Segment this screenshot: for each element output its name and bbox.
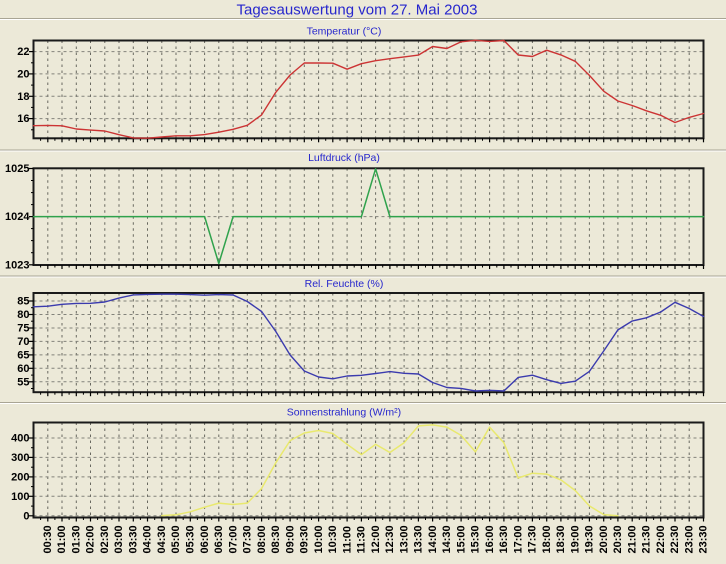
svg-text:20: 20 bbox=[17, 68, 29, 80]
svg-text:23:00: 23:00 bbox=[683, 525, 695, 553]
svg-text:19:00: 19:00 bbox=[569, 525, 581, 553]
svg-text:200: 200 bbox=[11, 471, 29, 483]
svg-text:1023: 1023 bbox=[5, 259, 29, 271]
svg-text:10:00: 10:00 bbox=[313, 525, 325, 553]
svg-text:07:00: 07:00 bbox=[227, 525, 239, 553]
svg-text:400: 400 bbox=[11, 433, 29, 445]
svg-text:23:30: 23:30 bbox=[698, 525, 710, 553]
svg-text:01:30: 01:30 bbox=[71, 525, 83, 553]
svg-text:12:00: 12:00 bbox=[370, 525, 382, 553]
svg-text:300: 300 bbox=[11, 452, 29, 464]
svg-text:04:00: 04:00 bbox=[142, 525, 154, 553]
svg-text:03:00: 03:00 bbox=[113, 525, 125, 553]
svg-text:16:30: 16:30 bbox=[498, 525, 510, 553]
svg-text:21:00: 21:00 bbox=[626, 525, 638, 553]
svg-text:05:30: 05:30 bbox=[185, 525, 197, 553]
svg-text:22:30: 22:30 bbox=[669, 525, 681, 553]
svg-text:01:00: 01:00 bbox=[56, 525, 68, 553]
svg-text:Rel. Feuchte (%): Rel. Feuchte (%) bbox=[305, 278, 384, 290]
svg-text:21:30: 21:30 bbox=[641, 525, 653, 553]
svg-text:08:00: 08:00 bbox=[256, 525, 268, 553]
svg-text:85: 85 bbox=[17, 296, 29, 308]
svg-text:09:30: 09:30 bbox=[299, 525, 311, 553]
svg-text:18: 18 bbox=[17, 91, 29, 103]
svg-text:20:00: 20:00 bbox=[598, 525, 610, 553]
svg-text:00:30: 00:30 bbox=[42, 525, 54, 553]
svg-text:22: 22 bbox=[17, 46, 29, 58]
svg-text:11:00: 11:00 bbox=[341, 526, 353, 554]
svg-text:18:30: 18:30 bbox=[555, 525, 567, 553]
svg-text:60: 60 bbox=[17, 363, 29, 375]
svg-text:22:00: 22:00 bbox=[655, 525, 667, 553]
svg-text:17:30: 17:30 bbox=[527, 525, 539, 553]
svg-text:100: 100 bbox=[11, 491, 29, 503]
svg-text:18:00: 18:00 bbox=[541, 525, 553, 553]
svg-text:02:30: 02:30 bbox=[99, 525, 111, 553]
svg-text:13:00: 13:00 bbox=[398, 525, 410, 553]
svg-text:70: 70 bbox=[17, 336, 29, 348]
svg-text:65: 65 bbox=[17, 349, 29, 361]
svg-text:Tagesauswertung vom 27. Mai 20: Tagesauswertung vom 27. Mai 2003 bbox=[237, 2, 478, 19]
svg-text:06:30: 06:30 bbox=[213, 525, 225, 553]
svg-text:55: 55 bbox=[17, 376, 29, 388]
svg-text:11:30: 11:30 bbox=[356, 526, 368, 554]
svg-text:1024: 1024 bbox=[5, 211, 30, 223]
svg-text:15:00: 15:00 bbox=[455, 525, 467, 553]
svg-text:15:30: 15:30 bbox=[470, 525, 482, 553]
svg-text:07:30: 07:30 bbox=[242, 525, 254, 553]
svg-text:08:30: 08:30 bbox=[270, 525, 282, 553]
svg-text:20:30: 20:30 bbox=[612, 525, 624, 553]
svg-text:14:30: 14:30 bbox=[441, 525, 453, 553]
svg-text:80: 80 bbox=[17, 309, 29, 321]
svg-text:Sonnenstrahlung (W/m²): Sonnenstrahlung (W/m²) bbox=[287, 407, 401, 419]
svg-text:13:30: 13:30 bbox=[413, 525, 425, 553]
svg-text:75: 75 bbox=[17, 323, 29, 335]
svg-text:Luftdruck (hPa): Luftdruck (hPa) bbox=[308, 152, 380, 164]
svg-text:19:30: 19:30 bbox=[584, 525, 596, 553]
svg-text:1025: 1025 bbox=[5, 163, 29, 175]
svg-text:09:00: 09:00 bbox=[284, 525, 296, 553]
svg-text:16:00: 16:00 bbox=[484, 525, 496, 553]
svg-text:06:00: 06:00 bbox=[199, 525, 211, 553]
svg-text:05:00: 05:00 bbox=[170, 525, 182, 553]
svg-text:12:30: 12:30 bbox=[384, 525, 396, 553]
svg-text:10:30: 10:30 bbox=[327, 525, 339, 553]
svg-text:02:00: 02:00 bbox=[85, 525, 97, 553]
svg-text:0: 0 bbox=[23, 510, 29, 522]
svg-text:04:30: 04:30 bbox=[156, 525, 168, 553]
svg-text:03:30: 03:30 bbox=[128, 525, 140, 553]
svg-text:16: 16 bbox=[17, 113, 29, 125]
svg-text:14:00: 14:00 bbox=[427, 525, 439, 553]
svg-text:17:00: 17:00 bbox=[512, 525, 524, 553]
svg-text:Temperatur (°C): Temperatur (°C) bbox=[307, 26, 382, 38]
